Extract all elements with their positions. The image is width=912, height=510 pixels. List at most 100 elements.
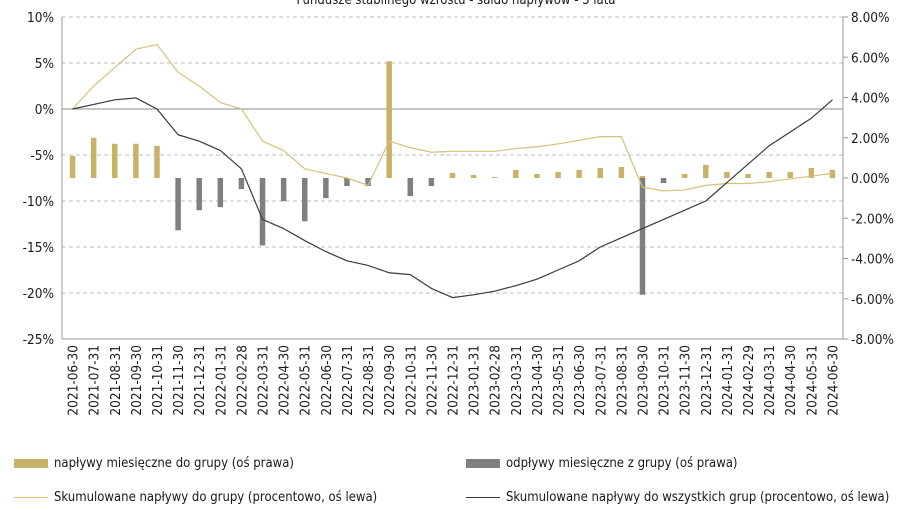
axes: [61, 16, 848, 340]
bar-inflow: [597, 167, 603, 178]
bar-inflow: [90, 137, 97, 178]
bar-inflow: [470, 174, 477, 178]
category-label: 2021-07-31: [87, 345, 103, 416]
bar-inflow: [681, 173, 688, 178]
bar-outflow: [660, 178, 667, 184]
legend-label-outflows: odpływy miesięczne z grupy (oś prawa): [506, 456, 738, 471]
right-tick-label: 0.00%: [851, 171, 890, 187]
bar-outflow: [428, 178, 435, 187]
right-tick-label: -6.00%: [851, 292, 894, 308]
bar-inflow: [513, 169, 519, 178]
bar-inflow: [724, 171, 730, 178]
bar-outflow: [196, 178, 202, 211]
left-tick-label: 0%: [35, 102, 54, 118]
bar-inflow: [639, 175, 646, 178]
category-label: 2024-04-30: [783, 345, 799, 416]
bar-outflow: [259, 178, 266, 246]
right-tick-label: 2.00%: [851, 131, 890, 147]
right-tick-label: -2.00%: [851, 211, 894, 227]
category-label: 2023-08-31: [614, 345, 630, 416]
bar-inflow: [555, 171, 561, 178]
category-label: 2024-01-31: [720, 345, 736, 416]
left-tick-label: -25%: [23, 332, 54, 348]
category-label: 2022-07-31: [340, 345, 356, 416]
category-label: 2022-03-31: [256, 345, 272, 416]
left-tick-label: -10%: [23, 194, 54, 210]
bar-inflow: [133, 143, 139, 178]
category-label: 2024-03-31: [762, 345, 778, 416]
bar-outflow: [407, 178, 414, 197]
category-label: 2023-05-31: [551, 345, 567, 416]
bar-inflow: [112, 143, 118, 178]
right-tick-label: -4.00%: [851, 252, 894, 268]
lines: [72, 43, 833, 299]
category-label: 2021-12-31: [192, 345, 208, 416]
bar-inflow: [766, 171, 772, 178]
left-tick-label: 10%: [27, 10, 54, 26]
right-tick-label: 8.00%: [851, 10, 890, 26]
category-label: 2024-06-30: [825, 345, 841, 416]
legend-label-all-cumulative: Skumulowane napływy do wszystkich grup (…: [506, 490, 890, 505]
legend-swatch-inflows: [14, 459, 48, 468]
category-label: 2023-04-30: [530, 345, 546, 416]
left-tick-label: -15%: [23, 240, 54, 256]
category-label: 2024-05-31: [804, 345, 820, 416]
bar-inflow: [449, 172, 456, 178]
left-tick-label: 5%: [35, 56, 54, 72]
bar-inflow: [154, 145, 160, 178]
category-label: 2022-01-31: [213, 345, 229, 416]
bar-inflow: [703, 164, 709, 178]
category-label: 2022-10-31: [403, 345, 419, 416]
bar-outflow: [175, 178, 181, 231]
category-label: 2022-11-30: [424, 345, 440, 416]
category-label: 2021-10-31: [150, 345, 166, 416]
bar-inflow: [386, 61, 392, 178]
bar-inflow: [808, 167, 815, 178]
legend-item-all-cumulative: Skumulowane napływy do wszystkich grup (…: [466, 490, 889, 505]
chart-title: Fundusze stabilnego wzrostu - saldo napł…: [297, 0, 616, 8]
bar-outflow: [323, 178, 329, 199]
category-label: 2023-01-31: [467, 345, 483, 416]
bar-outflow: [344, 178, 350, 187]
category-label: 2022-12-31: [446, 345, 462, 416]
category-label: 2023-07-31: [593, 345, 609, 416]
category-label: 2021-11-30: [171, 345, 187, 416]
tick-labels: 10% 5% 0% -5% -10% -15% -20% -25% 8.00% 6.00% 4.00…: [23, 10, 894, 416]
category-label: 2021-09-30: [129, 345, 145, 416]
right-tick-label: 4.00%: [851, 91, 890, 107]
bar-outflow: [280, 178, 287, 202]
bar-inflow: [534, 173, 540, 178]
category-label: 2022-06-30: [319, 345, 335, 416]
legend-item-inflows: napływy miesięczne do grupy (oś prawa): [14, 456, 294, 471]
bar-outflow: [639, 178, 646, 295]
category-label: 2023-03-31: [509, 345, 525, 416]
category-label: 2023-11-30: [678, 345, 694, 416]
legend-label-group-cumulative: Skumulowane napływy do grupy (procentowo…: [54, 490, 378, 505]
bar-inflow: [618, 166, 625, 178]
bar-outflow: [365, 178, 371, 187]
bar-inflow: [491, 176, 498, 178]
category-label: 2021-08-31: [108, 345, 124, 416]
bar-inflow: [69, 155, 76, 178]
bar-outflow: [217, 178, 224, 208]
legend-swatch-group-cumulative: [14, 497, 48, 498]
category-label: 2022-04-30: [277, 345, 293, 416]
category-label: 2022-05-31: [298, 345, 314, 416]
category-label: 2022-08-31: [361, 345, 377, 416]
legend-swatch-outflows: [466, 459, 500, 468]
category-label: 2022-02-28: [234, 345, 250, 416]
category-label: 2023-02-28: [488, 345, 504, 416]
bar-inflow: [576, 169, 582, 178]
legend-label-inflows: napływy miesięczne do grupy (oś prawa): [54, 456, 294, 471]
category-label: 2023-06-30: [572, 345, 588, 416]
right-tick-label: -8.00%: [851, 332, 894, 348]
left-tick-label: -20%: [23, 286, 54, 302]
category-label: 2022-09-30: [382, 345, 398, 416]
bar-inflow: [787, 171, 793, 178]
bar-inflow: [745, 173, 751, 178]
right-tick-label: 6.00%: [851, 50, 890, 66]
legend-swatch-all-cumulative: [466, 497, 500, 498]
legend-item-outflows: odpływy miesięczne z grupy (oś prawa): [466, 456, 738, 471]
